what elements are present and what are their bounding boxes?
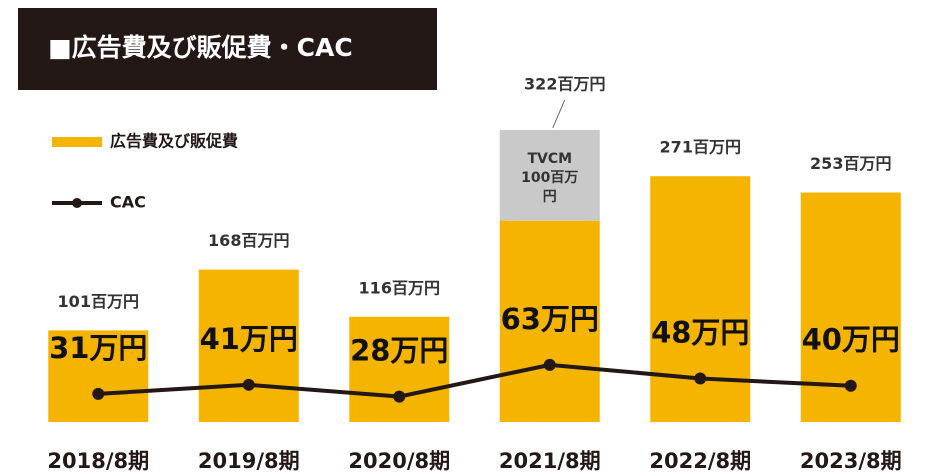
x-tick-label: 2020/8期 bbox=[348, 449, 450, 473]
line-marker bbox=[694, 372, 707, 385]
line-label: 28万円 bbox=[350, 334, 448, 368]
bar bbox=[349, 316, 450, 422]
line-label: 48万円 bbox=[651, 315, 749, 349]
segment-label-box: TVCM 100百万円 bbox=[521, 150, 579, 205]
bar bbox=[198, 269, 299, 422]
segment-label: TVCM 100百万円 bbox=[521, 150, 579, 205]
line-label: 31万円 bbox=[49, 331, 147, 365]
x-tick-label: 2019/8期 bbox=[198, 449, 300, 473]
annotation-leader bbox=[552, 99, 566, 129]
line bbox=[98, 362, 851, 399]
bar-label: 101百万円 bbox=[58, 292, 139, 311]
x-tick-label: 2023/8期 bbox=[800, 449, 902, 473]
line-marker bbox=[393, 390, 406, 403]
bar bbox=[48, 330, 149, 422]
legend-marker bbox=[72, 198, 82, 208]
x-tick-label: 2022/8期 bbox=[649, 449, 751, 473]
line-label: 41万円 bbox=[200, 322, 298, 356]
line-label: 63万円 bbox=[501, 302, 599, 336]
bar bbox=[499, 129, 600, 221]
bar bbox=[499, 220, 600, 422]
chart-title: ■広告費及び販促費・CAC bbox=[48, 33, 353, 62]
legend-label: CAC bbox=[110, 193, 146, 212]
bar-label: 116百万円 bbox=[359, 278, 440, 297]
line-marker bbox=[92, 387, 105, 400]
line-marker bbox=[543, 358, 556, 371]
bar-label: 271百万円 bbox=[660, 138, 741, 157]
line-marker bbox=[844, 379, 857, 392]
bar-label: 168百万円 bbox=[208, 231, 289, 250]
bar-label: 253百万円 bbox=[810, 154, 891, 173]
bar bbox=[650, 176, 751, 422]
x-tick-label: 2018/8期 bbox=[47, 449, 149, 473]
title-box bbox=[18, 8, 437, 90]
legend-label: 広告費及び販促費 bbox=[110, 132, 238, 151]
legend-swatch bbox=[52, 137, 102, 147]
x-tick-label: 2021/8期 bbox=[499, 449, 601, 473]
annotation: 322百万円 bbox=[524, 74, 605, 93]
line-marker bbox=[242, 378, 255, 391]
line-label: 40万円 bbox=[802, 323, 900, 357]
